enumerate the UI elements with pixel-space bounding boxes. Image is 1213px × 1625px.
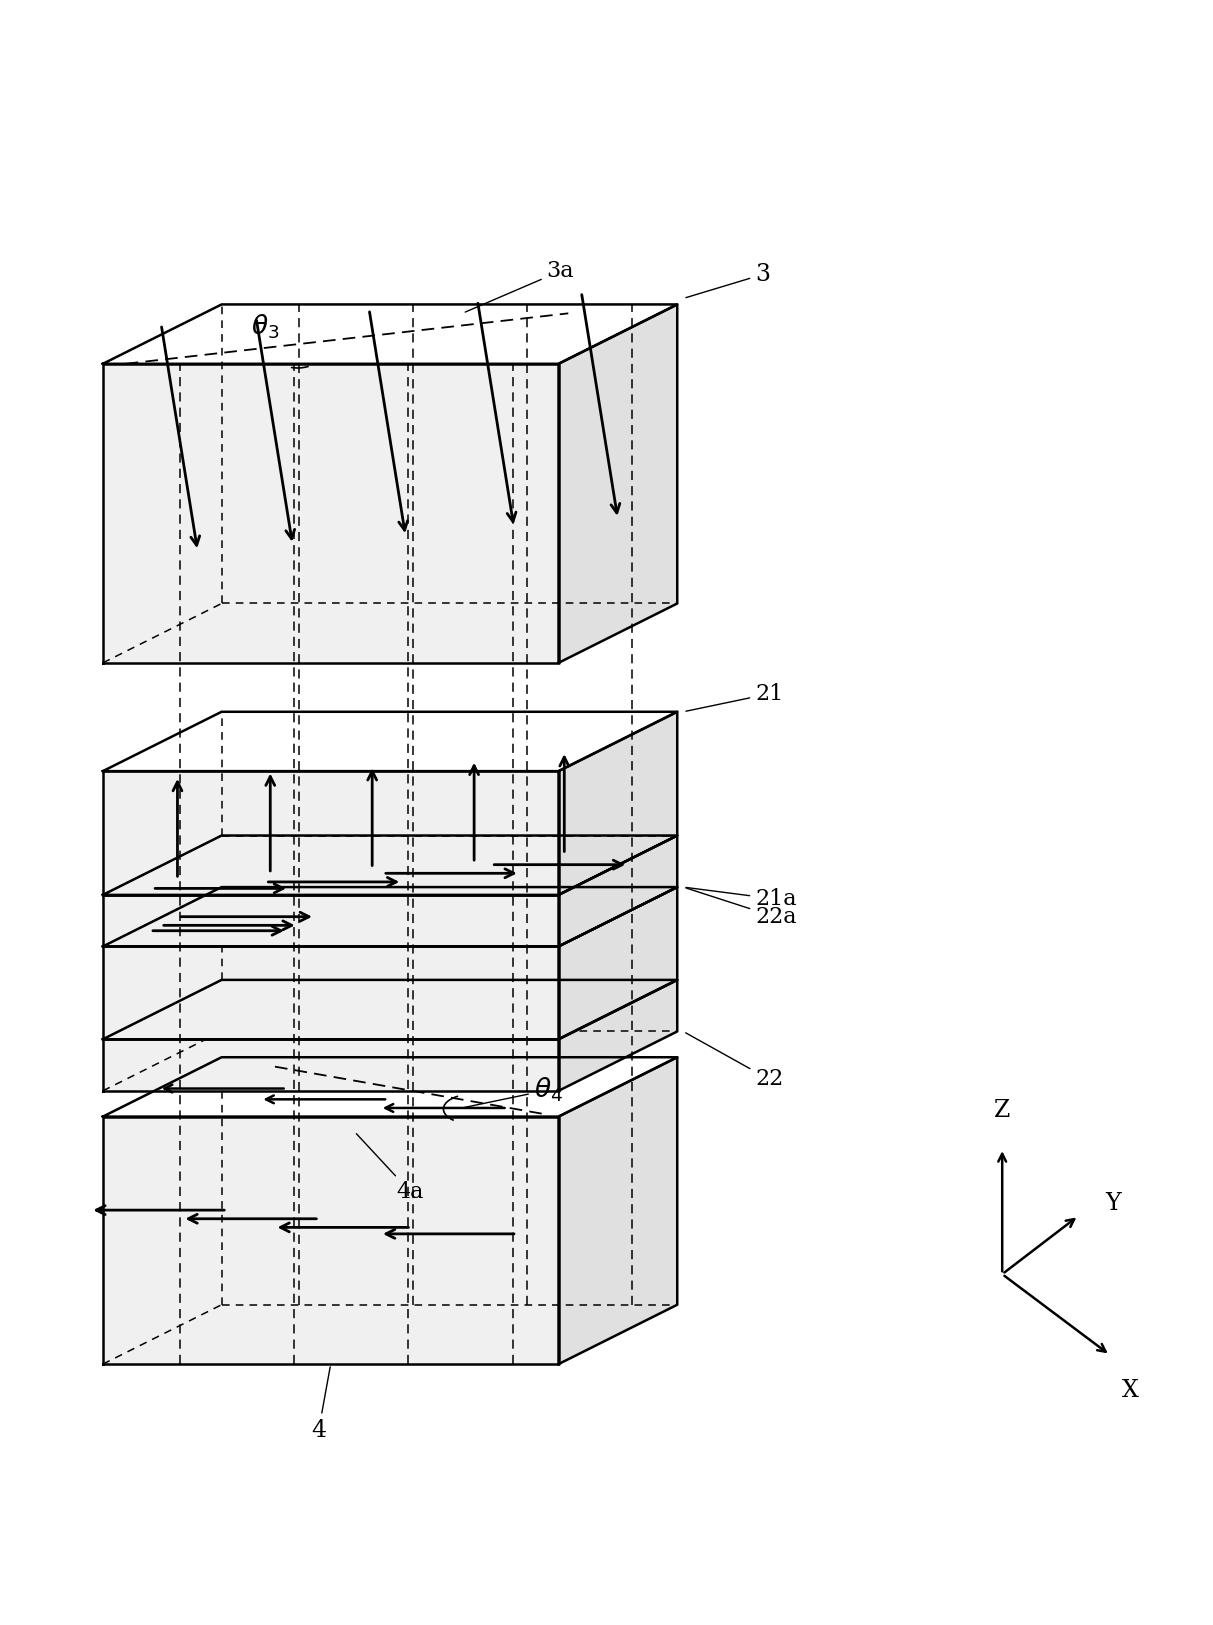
- Polygon shape: [103, 712, 677, 772]
- Polygon shape: [103, 980, 677, 1040]
- Text: 3: 3: [685, 263, 770, 297]
- Polygon shape: [103, 304, 677, 364]
- Polygon shape: [103, 946, 558, 1040]
- Polygon shape: [103, 887, 677, 946]
- Text: 4a: 4a: [357, 1134, 423, 1202]
- Polygon shape: [558, 304, 677, 663]
- Polygon shape: [558, 1058, 677, 1363]
- Text: Z: Z: [995, 1098, 1010, 1121]
- Text: 3a: 3a: [466, 260, 574, 312]
- Polygon shape: [558, 835, 677, 946]
- Polygon shape: [558, 887, 677, 1040]
- Text: 21a: 21a: [687, 887, 797, 910]
- Polygon shape: [558, 712, 677, 895]
- Text: X: X: [1122, 1380, 1139, 1402]
- Polygon shape: [558, 980, 677, 1090]
- Text: $\theta_3$: $\theta_3$: [251, 312, 280, 341]
- Polygon shape: [103, 835, 677, 895]
- Text: 21: 21: [687, 682, 784, 712]
- Polygon shape: [103, 1116, 558, 1363]
- Polygon shape: [103, 1058, 677, 1116]
- Text: 22: 22: [685, 1034, 784, 1090]
- Polygon shape: [103, 895, 558, 946]
- Polygon shape: [103, 772, 558, 895]
- Text: 4: 4: [312, 1367, 330, 1441]
- Text: $\theta_4$: $\theta_4$: [465, 1076, 563, 1107]
- Polygon shape: [103, 1040, 558, 1090]
- Text: Y: Y: [1105, 1193, 1121, 1216]
- Text: 22a: 22a: [685, 887, 797, 928]
- Polygon shape: [103, 364, 558, 663]
